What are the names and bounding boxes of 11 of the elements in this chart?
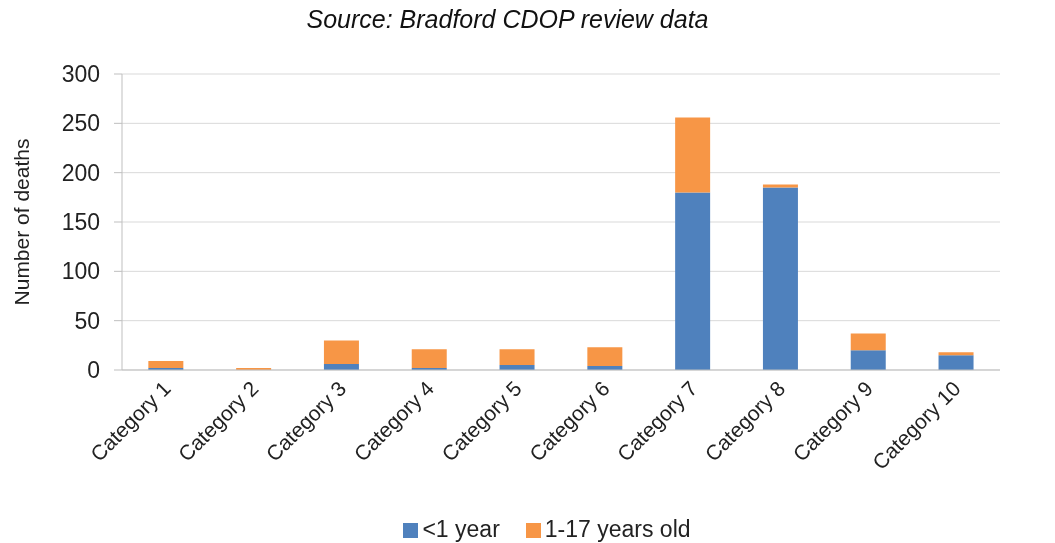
y-axis-title: Number of deaths [10,138,34,306]
y-tick-label: 250 [61,110,100,137]
source-note: Source: Bradford CDOP review data [305,5,710,34]
y-tick-label: 300 [61,61,100,88]
y-tick-label: 50 [74,307,100,334]
legend-label: 1-17 years old [544,516,691,542]
y-tick-label: 100 [61,258,100,285]
y-tick-label: 0 [87,357,100,384]
legend-label: <1 year [422,516,500,542]
y-tick-label: 200 [61,159,100,186]
y-tick-label: 150 [61,209,100,236]
